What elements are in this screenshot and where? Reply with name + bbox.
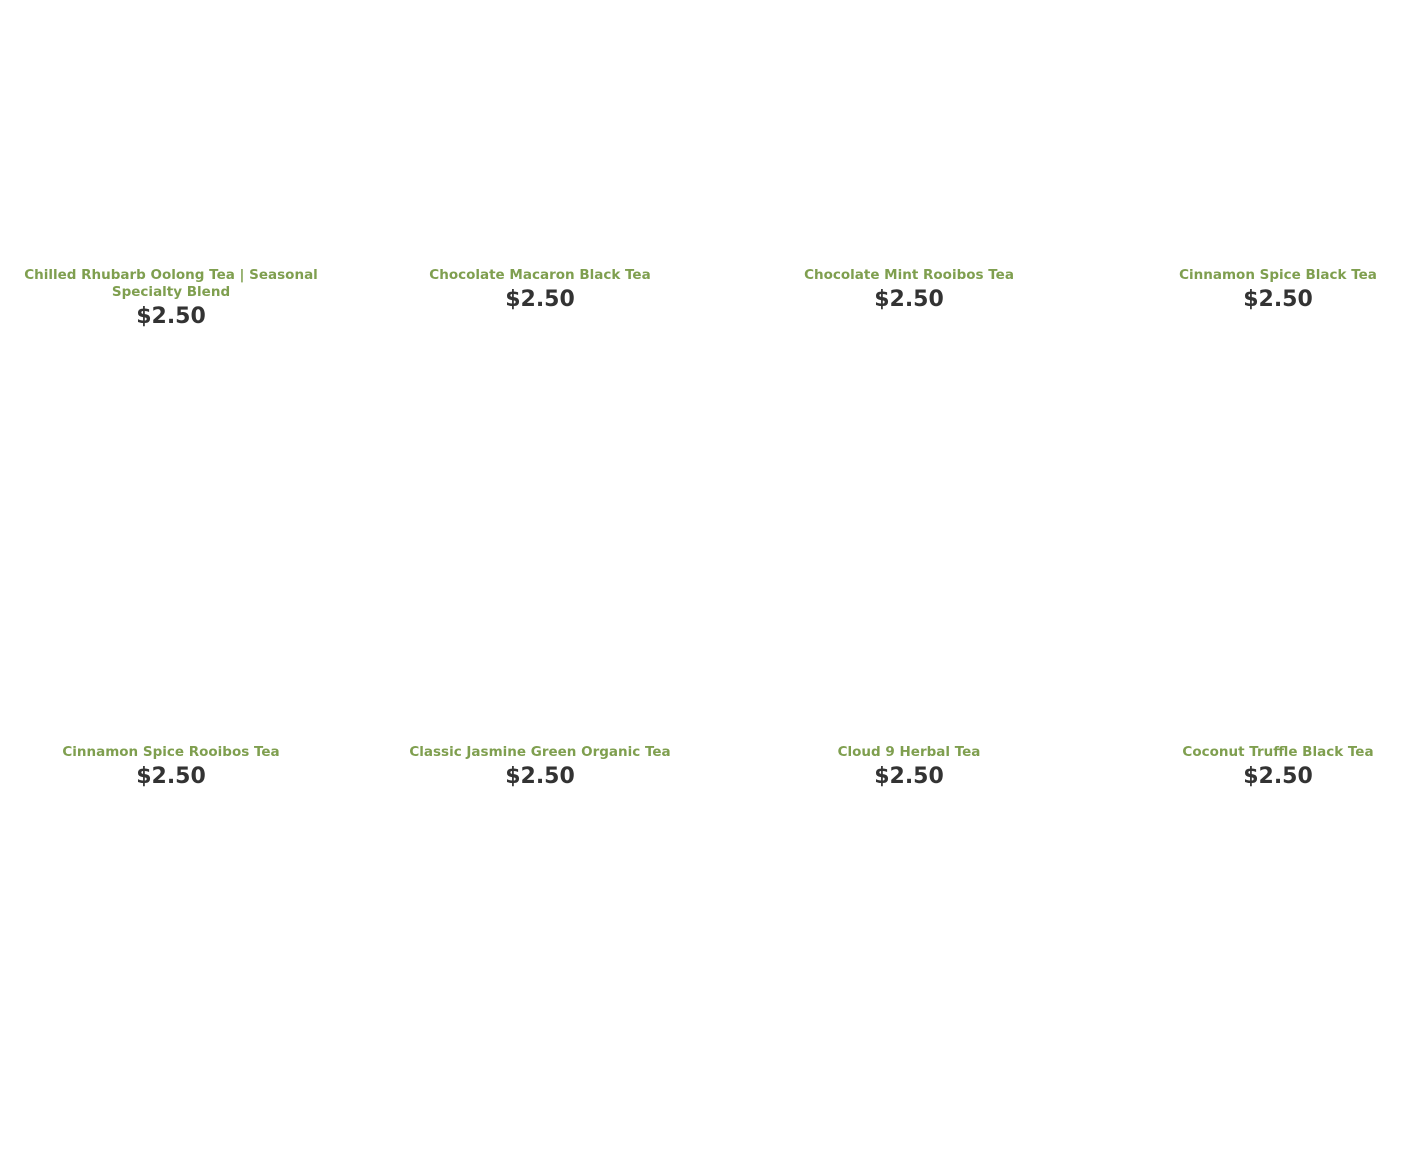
product-title-link[interactable]: Cloud 9 Herbal Tea	[837, 744, 981, 760]
product-card: Cloud 9 Herbal Tea $2.50	[738, 477, 1080, 954]
product-image[interactable]	[0, 0, 342, 267]
product-card: Chocolate Macaron Black Tea $2.50	[369, 0, 711, 477]
product-card: Cinnamon Spice Rooibos Tea $2.50	[0, 477, 342, 954]
product-image[interactable]	[0, 477, 342, 744]
product-price: $2.50	[505, 764, 575, 789]
product-grid: Chilled Rhubarb Oolong Tea | Seasonal Sp…	[0, 0, 1377, 954]
product-title-link[interactable]: Classic Jasmine Green Organic Tea	[409, 744, 671, 760]
product-price: $2.50	[136, 304, 206, 329]
product-title-link[interactable]: Cinnamon Spice Black Tea	[1179, 267, 1377, 283]
product-card: Coconut Truffle Black Tea $2.50	[1107, 477, 1410, 954]
product-title-link[interactable]: Chocolate Macaron Black Tea	[429, 267, 651, 283]
product-image[interactable]	[1107, 0, 1410, 267]
product-image[interactable]	[738, 0, 1080, 267]
product-image[interactable]	[1107, 477, 1410, 744]
product-price: $2.50	[1243, 287, 1313, 312]
product-price: $2.50	[136, 764, 206, 789]
product-image[interactable]	[369, 0, 711, 267]
product-price: $2.50	[874, 764, 944, 789]
product-image[interactable]	[738, 477, 1080, 744]
product-card: Chocolate Mint Rooibos Tea $2.50	[738, 0, 1080, 477]
product-title-link[interactable]: Cinnamon Spice Rooibos Tea	[62, 744, 280, 760]
product-card: Chilled Rhubarb Oolong Tea | Seasonal Sp…	[0, 0, 342, 477]
product-title-link[interactable]: Chilled Rhubarb Oolong Tea | Seasonal Sp…	[24, 267, 318, 300]
product-price: $2.50	[874, 287, 944, 312]
product-price: $2.50	[505, 287, 575, 312]
product-card: Classic Jasmine Green Organic Tea $2.50	[369, 477, 711, 954]
product-title-link[interactable]: Chocolate Mint Rooibos Tea	[804, 267, 1014, 283]
product-image[interactable]	[369, 477, 711, 744]
product-title-link[interactable]: Coconut Truffle Black Tea	[1182, 744, 1374, 760]
product-card: Cinnamon Spice Black Tea $2.50	[1107, 0, 1410, 477]
product-price: $2.50	[1243, 764, 1313, 789]
